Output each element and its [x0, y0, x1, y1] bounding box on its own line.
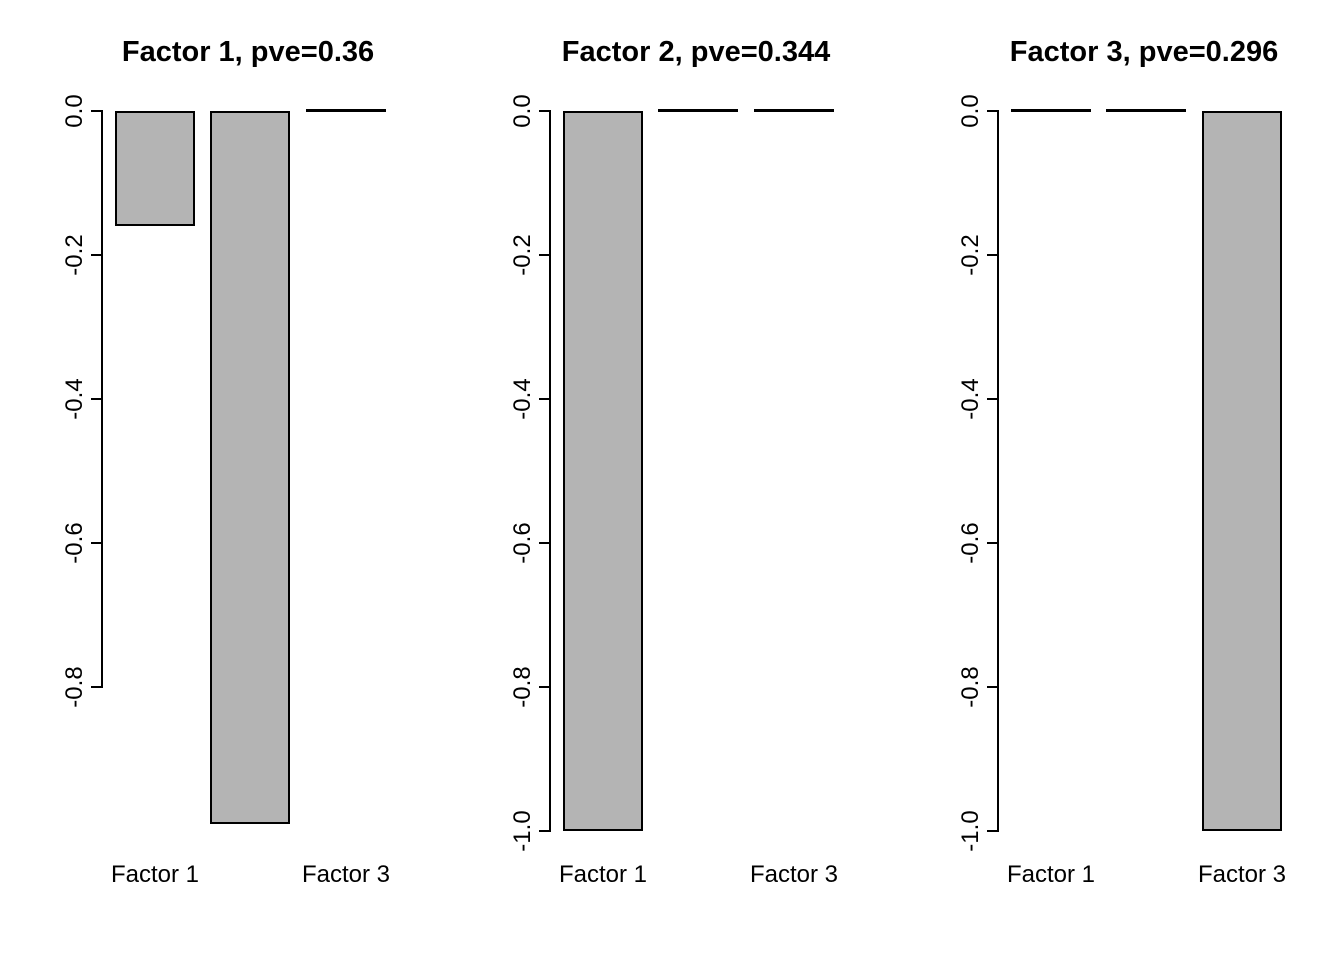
y-tick — [539, 254, 551, 256]
bar-factor-3 — [1202, 111, 1282, 831]
x-category-label: Factor 3 — [1197, 861, 1287, 888]
y-tick — [539, 110, 551, 112]
y-tick-label: -0.4 — [61, 378, 88, 420]
y-tick-label: -0.6 — [509, 522, 536, 564]
panel-title: Factor 3, pve=0.296 — [1009, 36, 1279, 68]
y-tick-label: -0.2 — [957, 234, 984, 276]
y-tick-label: 0.0 — [509, 94, 536, 128]
y-tick-label: -0.6 — [957, 522, 984, 564]
y-tick — [91, 542, 103, 544]
y-tick — [987, 830, 999, 832]
panel-title: Factor 1, pve=0.36 — [121, 36, 375, 68]
y-tick-label: 0.0 — [957, 94, 984, 128]
y-tick — [987, 110, 999, 112]
y-tick — [987, 686, 999, 688]
y-tick — [91, 110, 103, 112]
y-tick — [91, 686, 103, 688]
bar-factor-1 — [1011, 109, 1091, 112]
x-category-label: Factor 1 — [110, 861, 200, 888]
bar-factor-3 — [754, 109, 834, 112]
y-tick-label: -0.8 — [957, 666, 984, 708]
y-tick-label: -0.2 — [61, 234, 88, 276]
panel-factor-1: Factor 1, pve=0.36 0.0 -0.2 -0.4 -0.6 -0.8 Fa… — [0, 0, 448, 960]
bar-factor-1 — [115, 111, 195, 226]
y-tick-label: -0.6 — [61, 522, 88, 564]
y-tick — [539, 398, 551, 400]
y-tick-label: -0.2 — [509, 234, 536, 276]
y-axis-line — [549, 110, 551, 832]
y-tick — [539, 830, 551, 832]
y-tick-label: -0.8 — [61, 666, 88, 708]
bar-factor-2 — [1106, 109, 1186, 112]
x-category-label: Factor 3 — [749, 861, 839, 888]
y-tick — [539, 686, 551, 688]
y-tick — [987, 254, 999, 256]
y-tick-label: -0.8 — [509, 666, 536, 708]
y-axis-line — [997, 110, 999, 832]
panel-factor-3: Factor 3, pve=0.296 0.0 -0.2 -0.4 -0.6 -0.8-… — [896, 0, 1344, 960]
y-tick — [91, 254, 103, 256]
bar-factor-3 — [306, 109, 386, 112]
x-category-label: Factor 1 — [1006, 861, 1096, 888]
y-tick — [539, 542, 551, 544]
panel-factor-2: Factor 2, pve=0.344 0.0 -0.2 -0.4 -0.6 -0.8-… — [448, 0, 896, 960]
panel-title: Factor 2, pve=0.344 — [561, 36, 831, 68]
bar-factor-2 — [658, 109, 738, 112]
bar-factor-2 — [210, 111, 290, 824]
x-category-label: Factor 3 — [301, 861, 391, 888]
y-tick-label: -0.4 — [957, 378, 984, 420]
y-tick — [91, 398, 103, 400]
bar-factor-1 — [563, 111, 643, 831]
x-category-label: Factor 1 — [558, 861, 648, 888]
y-tick — [987, 398, 999, 400]
y-tick-label: -0.4 — [509, 378, 536, 420]
y-tick-label: 0.0 — [61, 94, 88, 128]
y-tick — [987, 542, 999, 544]
